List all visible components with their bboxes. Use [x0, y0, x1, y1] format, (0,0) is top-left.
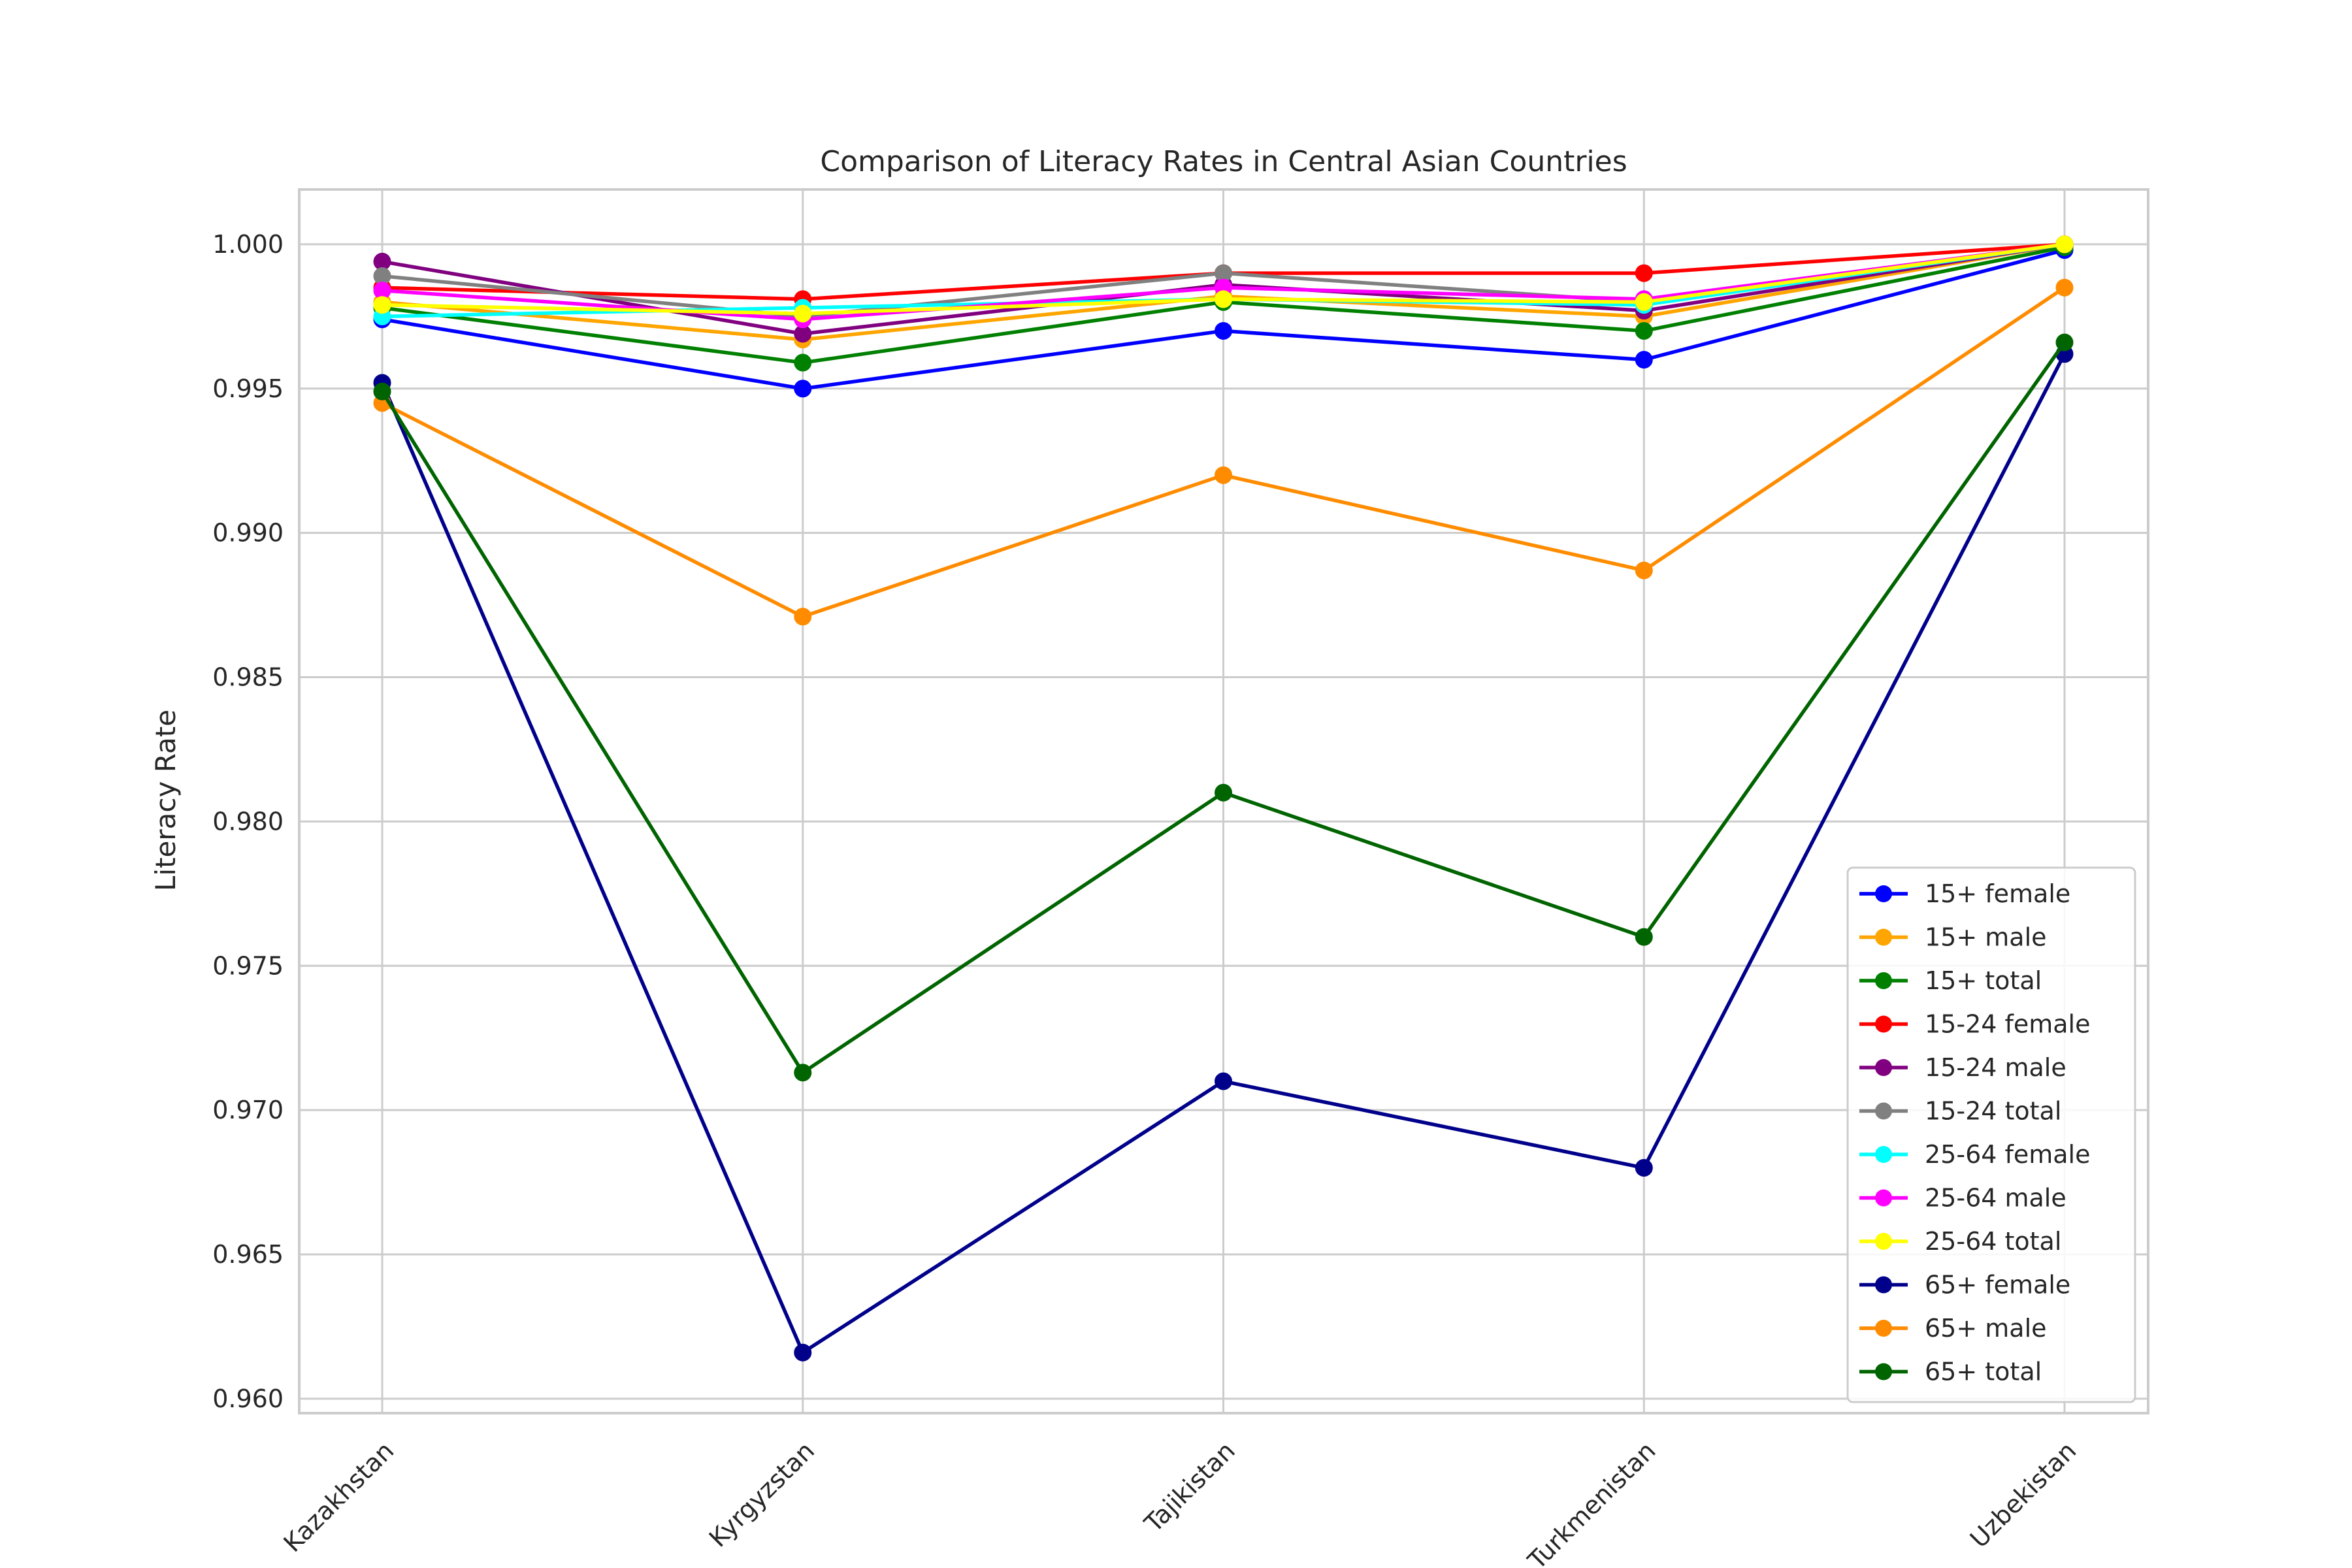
chart-title: Comparison of Literacy Rates in Central … [820, 145, 1627, 178]
data-point [1635, 351, 1653, 369]
data-point [794, 380, 812, 398]
data-point [1635, 293, 1653, 311]
data-point [794, 608, 812, 626]
data-point [2055, 278, 2074, 297]
legend-marker [1875, 1189, 1892, 1207]
legend-item: 25-64 total [1859, 1227, 2061, 1256]
y-axis-label: Literacy Rate [150, 710, 182, 891]
y-tick-label: 0.980 [212, 807, 284, 836]
legend-label: 15+ female [1925, 879, 2070, 908]
legend-item: 25-64 female [1859, 1140, 2091, 1169]
legend-item: 65+ male [1859, 1314, 2047, 1343]
y-axis-ticks: 0.960 0.965 0.970 0.975 0.980 0.985 0.990 0.995… [212, 230, 284, 1413]
y-tick-label: 0.995 [212, 374, 284, 403]
data-point [794, 1064, 812, 1082]
legend-label: 15-24 male [1925, 1053, 2066, 1082]
legend-item: 15-24 total [1859, 1097, 2061, 1126]
series-65-total [373, 333, 2074, 1082]
data-point [373, 382, 391, 400]
legend-label: 15-24 total [1925, 1097, 2061, 1126]
data-point [1635, 264, 1653, 282]
y-tick-label: 0.985 [212, 663, 284, 692]
data-point [1635, 321, 1653, 340]
legend-label: 25-64 female [1925, 1140, 2091, 1169]
legend: 15+ female 15+ male 15+ total 15-24 female 1… [1846, 866, 2136, 1403]
data-point [1215, 290, 1232, 308]
series-25-64-total [373, 235, 2074, 323]
legend-marker [1875, 1102, 1892, 1120]
data-point [1635, 561, 1653, 580]
series-65-male [373, 278, 2074, 626]
data-point [1215, 321, 1232, 340]
legend-item: 25-64 male [1859, 1184, 2066, 1213]
legend-item: 65+ female [1859, 1271, 2070, 1299]
legend-label: 65+ total [1925, 1358, 2042, 1386]
data-point [794, 304, 812, 323]
legend-label: 65+ female [1925, 1271, 2070, 1299]
legend-label: 15+ total [1925, 966, 2042, 995]
legend-item: 15+ male [1859, 923, 2047, 952]
legend-label: 15-24 female [1925, 1010, 2091, 1039]
legend-item: 15-24 female [1859, 1010, 2091, 1039]
data-point [1635, 928, 1653, 946]
legend-marker [1875, 1059, 1892, 1076]
legend-marker [1875, 1015, 1892, 1033]
legend-box [1846, 866, 2136, 1403]
y-tick-label: 1.000 [212, 230, 284, 259]
legend-label: 25-64 total [1925, 1227, 2061, 1256]
series-65-female [373, 345, 2074, 1362]
legend-label: 65+ male [1925, 1314, 2047, 1343]
data-point [373, 296, 391, 314]
legend-label: 25-64 male [1925, 1184, 2066, 1213]
y-tick-label: 0.970 [212, 1096, 284, 1124]
legend-item: 65+ total [1859, 1358, 2042, 1386]
legend-item: 15-24 male [1859, 1053, 2066, 1082]
legend-marker [1875, 928, 1892, 946]
data-point [794, 1343, 812, 1362]
data-point [1215, 1072, 1232, 1090]
legend-marker [1875, 1233, 1892, 1250]
series-layer [373, 235, 2074, 1362]
plot-frame [298, 188, 2149, 1414]
y-tick-label: 0.975 [212, 951, 284, 980]
y-tick-label: 0.990 [212, 519, 284, 547]
legend-item: 15+ female [1859, 879, 2070, 908]
data-point [2055, 333, 2074, 351]
legend-marker [1875, 1146, 1892, 1163]
y-tick-label: 0.960 [212, 1384, 284, 1413]
data-point [2055, 235, 2074, 253]
legend-marker [1875, 1320, 1892, 1337]
legend-marker [1875, 885, 1892, 902]
y-tick-label: 0.965 [212, 1240, 284, 1269]
data-point [1215, 783, 1232, 802]
legend-item: 15+ total [1859, 966, 2042, 995]
legend-marker [1875, 1276, 1892, 1294]
legend-marker [1875, 972, 1892, 989]
legend-label: 15+ male [1925, 923, 2047, 952]
legend-marker [1875, 1363, 1892, 1380]
data-point [794, 353, 812, 372]
data-point [1215, 466, 1232, 484]
data-point [1635, 1159, 1653, 1177]
